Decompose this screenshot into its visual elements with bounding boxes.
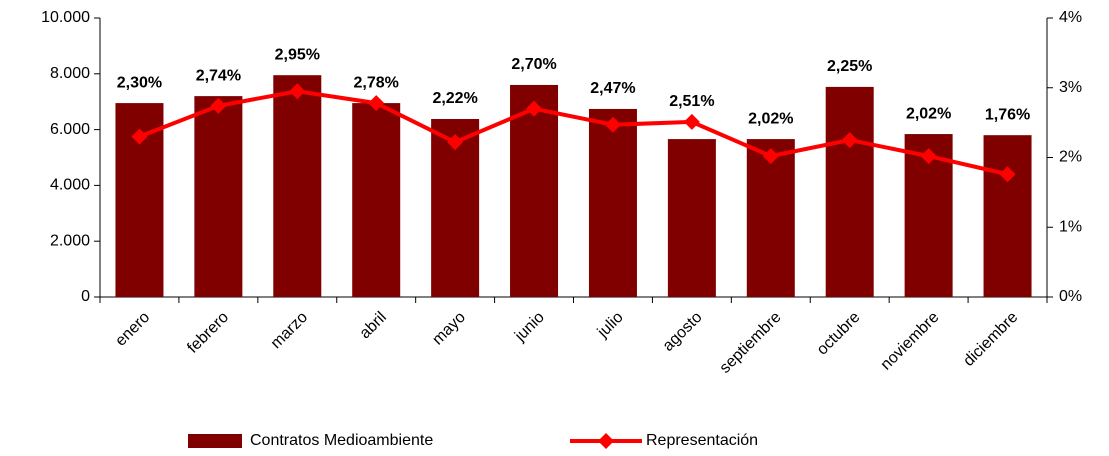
bar — [588, 108, 637, 297]
marker — [289, 83, 306, 100]
bar — [352, 103, 401, 297]
x-tick-label: febrero — [184, 309, 232, 357]
x-tick-label: julio — [594, 309, 627, 342]
y-tick-label: 0 — [81, 288, 90, 305]
x-tick-label: mayo — [429, 309, 469, 349]
x-tick-label: enero — [112, 309, 153, 350]
bar — [510, 84, 559, 298]
y-tick-label: 2.000 — [50, 232, 90, 249]
x-tick-label: diciembre — [960, 309, 1021, 370]
x-tick-label: agosto — [660, 309, 706, 355]
x-tick-label: junio — [511, 309, 548, 346]
y2-tick-label: 0% — [1059, 288, 1082, 305]
y2-tick-label: 1% — [1059, 218, 1082, 235]
bar — [825, 86, 874, 298]
x-tick-label: noviembre — [878, 309, 943, 374]
bar — [983, 135, 1032, 297]
bar — [746, 139, 795, 297]
bar — [667, 139, 716, 297]
y2-tick-label: 4% — [1059, 9, 1082, 26]
marker — [526, 100, 543, 117]
y-tick-label: 4.000 — [50, 177, 90, 194]
value-label: 2,25% — [827, 58, 872, 75]
y-tick-label: 10.000 — [41, 9, 90, 26]
value-label: 2,22% — [432, 90, 477, 107]
x-tick-label: abril — [357, 309, 390, 342]
marker — [131, 128, 148, 145]
y2-tick-label: 2% — [1059, 149, 1082, 166]
value-label: 2,30% — [117, 74, 162, 91]
x-tick-label: septiembre — [717, 309, 785, 377]
value-label: 2,02% — [748, 110, 793, 127]
value-label: 2,47% — [590, 80, 635, 97]
y-tick-label: 6.000 — [50, 121, 90, 138]
value-label: 2,78% — [354, 74, 399, 91]
line — [138, 89, 1008, 177]
marker — [683, 113, 700, 130]
value-label: 2,74% — [196, 67, 241, 84]
bar — [273, 75, 322, 297]
x-tick-label: marzo — [268, 309, 312, 353]
legend-marker — [598, 433, 614, 449]
marker — [999, 166, 1016, 183]
marker — [604, 116, 621, 133]
value-label: 2,02% — [906, 105, 951, 122]
marker — [841, 132, 858, 149]
value-label: 2,95% — [275, 46, 320, 63]
marker — [447, 134, 464, 151]
x-tick-label: octubre — [814, 309, 864, 359]
legend-label: Contratos Medioambiente — [250, 432, 433, 449]
marker — [210, 97, 227, 114]
value-label: 1,76% — [985, 106, 1030, 123]
y-tick-label: 8.000 — [50, 65, 90, 82]
marker — [368, 95, 385, 112]
marker — [762, 148, 779, 165]
legend-swatch — [188, 434, 242, 448]
marker — [920, 148, 937, 165]
y2-tick-label: 3% — [1059, 79, 1082, 96]
value-label: 2,70% — [511, 56, 556, 73]
value-label: 2,51% — [669, 93, 714, 110]
bar — [194, 96, 243, 298]
legend-label: Representación — [646, 432, 758, 449]
